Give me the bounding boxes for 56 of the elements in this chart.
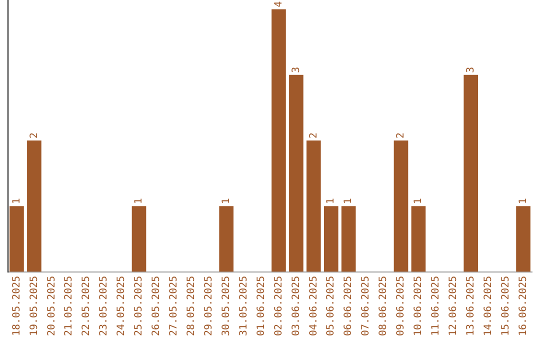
x-tick-label: 15.06.2025	[500, 276, 512, 336]
x-tick-label: 03.06.2025	[290, 276, 302, 336]
x-tick-label: 30.05.2025	[220, 276, 232, 336]
bar	[341, 206, 356, 272]
x-tick-label: 31.05.2025	[238, 276, 250, 336]
data-label: 2	[28, 132, 40, 138]
bar	[394, 140, 408, 272]
x-tick-label: 28.05.2025	[186, 276, 197, 336]
bar	[27, 140, 42, 272]
bar	[272, 9, 286, 272]
x-tick-label: 26.05.2025	[151, 276, 162, 336]
bar	[289, 74, 304, 272]
bar	[324, 206, 338, 272]
x-tick-label: 23.05.2025	[98, 276, 110, 336]
bar	[306, 140, 321, 272]
x-tick-label: 11.06.2025	[430, 276, 442, 336]
data-label: 1	[11, 198, 22, 204]
data-label: 3	[290, 66, 302, 73]
x-tick-label: 08.06.2025	[378, 276, 390, 336]
data-label: 3	[465, 66, 476, 73]
data-label: 1	[220, 198, 232, 204]
x-tick-label: 29.05.2025	[203, 276, 214, 336]
x-tick-label: 04.06.2025	[308, 276, 320, 336]
x-tick-label: 21.05.2025	[64, 276, 75, 336]
x-tick-label: 24.05.2025	[116, 276, 128, 336]
data-label: 1	[326, 198, 337, 204]
x-tick-label: 13.06.2025	[465, 276, 476, 336]
data-label: 4	[273, 1, 284, 8]
x-tick-label: 25.05.2025	[134, 276, 145, 336]
x-tick-label: 12.06.2025	[448, 276, 459, 336]
x-tick-label: 09.06.2025	[396, 276, 407, 336]
x-tick-label: 20.05.2025	[46, 276, 58, 336]
bar	[516, 206, 530, 272]
x-tick-label: 18.05.2025	[11, 276, 22, 336]
x-tick-label: 27.05.2025	[168, 276, 180, 336]
data-label: 1	[413, 198, 424, 204]
x-tick-label: 22.05.2025	[81, 276, 92, 336]
bar	[10, 206, 24, 272]
bar	[411, 206, 426, 272]
x-tick-label: 14.06.2025	[482, 276, 494, 336]
data-label: 2	[396, 132, 407, 138]
x-tick-label: 02.06.2025	[273, 276, 284, 336]
data-label: 1	[343, 198, 354, 204]
bar	[219, 206, 234, 272]
x-tick-label: 10.06.2025	[413, 276, 424, 336]
data-label: 1	[518, 198, 529, 204]
data-label: 2	[308, 132, 320, 138]
x-tick-label: 06.06.2025	[343, 276, 354, 336]
bar	[132, 206, 146, 272]
bar	[464, 74, 478, 272]
data-label: 1	[134, 198, 145, 204]
x-tick-label: 19.05.2025	[28, 276, 40, 336]
x-tick-label: 01.06.2025	[256, 276, 267, 336]
x-tick-label: 16.06.2025	[518, 276, 529, 336]
x-tick-label: 05.06.2025	[326, 276, 337, 336]
x-tick-label: 07.06.2025	[360, 276, 372, 336]
